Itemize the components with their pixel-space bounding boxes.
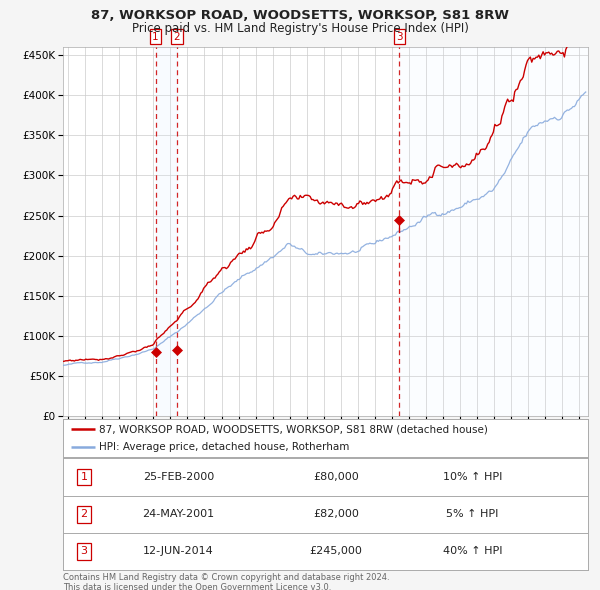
Text: 24-MAY-2001: 24-MAY-2001: [142, 509, 215, 519]
Text: 3: 3: [396, 32, 403, 42]
Text: 12-JUN-2014: 12-JUN-2014: [143, 546, 214, 556]
Text: 10% ↑ HPI: 10% ↑ HPI: [443, 472, 502, 482]
Text: 2: 2: [174, 32, 181, 42]
Text: £80,000: £80,000: [313, 472, 359, 482]
Text: 1: 1: [80, 472, 88, 482]
Text: 3: 3: [80, 546, 88, 556]
Text: 2: 2: [80, 509, 88, 519]
Text: 5% ↑ HPI: 5% ↑ HPI: [446, 509, 499, 519]
Text: 40% ↑ HPI: 40% ↑ HPI: [443, 546, 502, 556]
Text: HPI: Average price, detached house, Rotherham: HPI: Average price, detached house, Roth…: [98, 442, 349, 452]
Text: £245,000: £245,000: [310, 546, 362, 556]
Bar: [155, 47, 177, 416]
Text: 87, WORKSOP ROAD, WOODSETTS, WORKSOP, S81 8RW: 87, WORKSOP ROAD, WOODSETTS, WORKSOP, S8…: [91, 9, 509, 22]
Text: Price paid vs. HM Land Registry's House Price Index (HPI): Price paid vs. HM Land Registry's House …: [131, 22, 469, 35]
Text: £82,000: £82,000: [313, 509, 359, 519]
Text: 25-FEB-2000: 25-FEB-2000: [143, 472, 214, 482]
Text: Contains HM Land Registry data © Crown copyright and database right 2024.
This d: Contains HM Land Registry data © Crown c…: [63, 573, 389, 590]
Text: 1: 1: [152, 32, 159, 42]
Bar: [400, 47, 588, 416]
Text: 87, WORKSOP ROAD, WOODSETTS, WORKSOP, S81 8RW (detached house): 87, WORKSOP ROAD, WOODSETTS, WORKSOP, S8…: [98, 424, 488, 434]
